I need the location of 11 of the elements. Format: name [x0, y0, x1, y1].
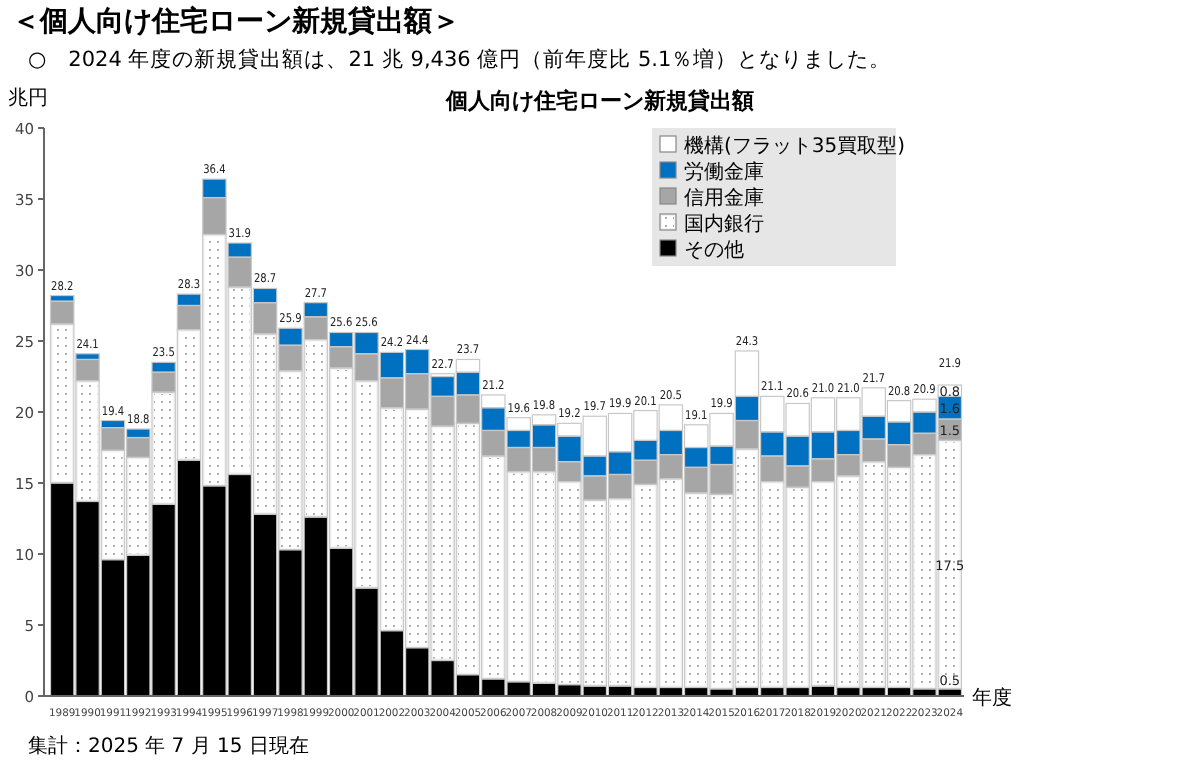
- y-axis-title: 兆円: [8, 86, 48, 110]
- legend-label: その他: [684, 238, 744, 262]
- chart-subtitle: ○ 2024 年度の新規貸出額は、21 兆 9,436 億円（前年度比 5.1％増）となりました。: [28, 46, 892, 72]
- legend-label: 機構(フラット35買取型): [684, 134, 906, 158]
- x-axis-title: 年度: [972, 686, 1012, 710]
- chart-title: ＜個人向け住宅ローン新規貸出額＞: [12, 4, 460, 38]
- text: 個人向け住宅ローン新規貸出額: [444, 88, 754, 114]
- text: 集計：2025 年 7 月 15 日現在: [28, 734, 309, 758]
- legend-label: 国内銀行: [684, 212, 764, 236]
- legend-label: 労働金庫: [684, 160, 764, 184]
- legend-label: 信用金庫: [684, 186, 764, 210]
